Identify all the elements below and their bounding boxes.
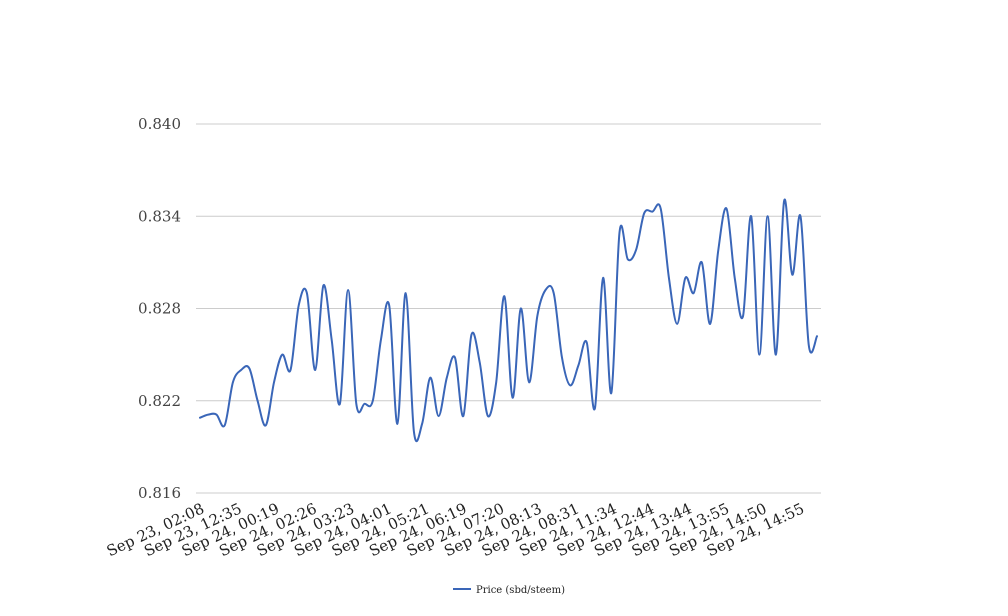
series-line-price — [199, 198, 818, 443]
y-tick-label: 0.834 — [138, 207, 181, 225]
y-tick-label: 0.822 — [138, 392, 181, 410]
y-axis-ticks: 0.816 0.822 0.828 0.834 0.840 — [138, 115, 181, 502]
gridlines — [196, 123, 821, 494]
series-layer — [199, 198, 818, 443]
y-tick-label: 0.828 — [138, 300, 181, 318]
y-tick-label: 0.816 — [138, 484, 181, 502]
legend[interactable]: Price (sbd/steem) — [453, 585, 565, 596]
y-tick-label: 0.840 — [138, 115, 181, 133]
legend-label: Price (sbd/steem) — [476, 585, 565, 596]
